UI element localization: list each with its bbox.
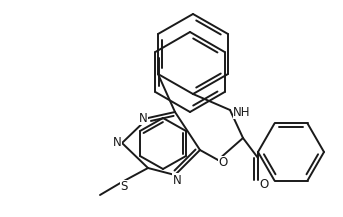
Text: S: S — [120, 181, 128, 194]
Text: NH: NH — [233, 105, 251, 118]
Text: N: N — [113, 136, 121, 150]
Text: N: N — [173, 174, 181, 186]
Text: O: O — [259, 179, 269, 191]
Text: N: N — [139, 112, 147, 125]
Text: O: O — [218, 156, 228, 169]
